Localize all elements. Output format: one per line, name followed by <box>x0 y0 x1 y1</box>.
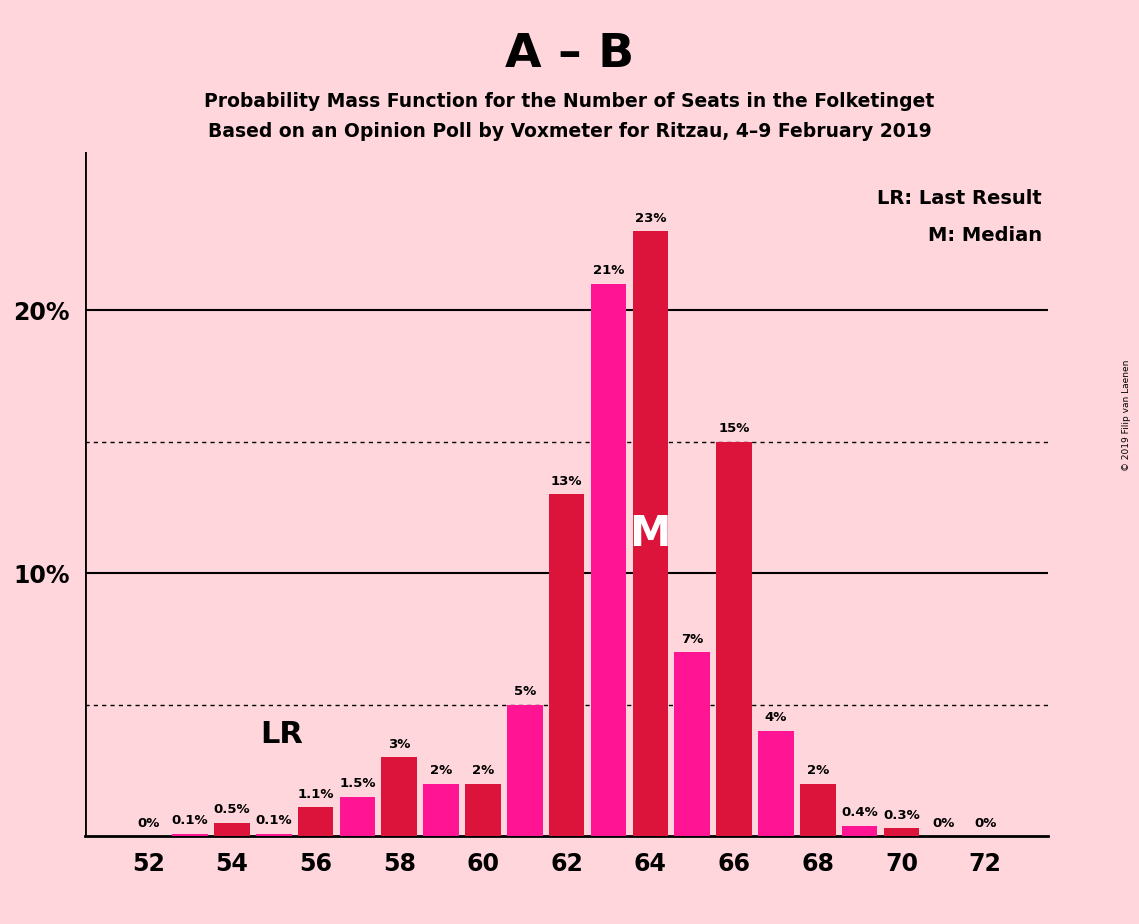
Bar <box>800 784 836 836</box>
Text: 2%: 2% <box>472 764 494 777</box>
Text: 0.1%: 0.1% <box>255 814 292 827</box>
Text: 0.5%: 0.5% <box>214 804 251 817</box>
Text: 0%: 0% <box>137 817 159 830</box>
Text: 7%: 7% <box>681 633 703 646</box>
Bar <box>884 828 919 836</box>
Text: LR: Last Result: LR: Last Result <box>877 189 1042 209</box>
Bar <box>214 823 249 836</box>
Text: 21%: 21% <box>592 264 624 277</box>
Text: 0.1%: 0.1% <box>172 814 208 827</box>
Text: Probability Mass Function for the Number of Seats in the Folketinget: Probability Mass Function for the Number… <box>204 92 935 112</box>
Text: 0%: 0% <box>974 817 997 830</box>
Text: 3%: 3% <box>388 737 410 750</box>
Text: Based on an Opinion Poll by Voxmeter for Ritzau, 4–9 February 2019: Based on an Opinion Poll by Voxmeter for… <box>207 122 932 141</box>
Text: 1.5%: 1.5% <box>339 777 376 790</box>
Text: © 2019 Filip van Laenen: © 2019 Filip van Laenen <box>1122 360 1131 471</box>
Text: 2%: 2% <box>806 764 829 777</box>
Bar <box>716 442 752 836</box>
Bar <box>507 705 542 836</box>
Text: M: Median: M: Median <box>928 226 1042 246</box>
Bar <box>256 833 292 836</box>
Text: 0.4%: 0.4% <box>842 806 878 820</box>
Text: 15%: 15% <box>719 422 749 435</box>
Text: 13%: 13% <box>551 475 582 488</box>
Bar <box>172 833 207 836</box>
Bar <box>465 784 501 836</box>
Bar <box>549 494 584 836</box>
Bar <box>424 784 459 836</box>
Bar <box>842 826 877 836</box>
Text: 23%: 23% <box>634 212 666 225</box>
Bar <box>632 231 669 836</box>
Text: 5%: 5% <box>514 686 536 699</box>
Bar <box>297 808 334 836</box>
Text: 4%: 4% <box>764 711 787 724</box>
Text: LR: LR <box>261 721 303 749</box>
Bar <box>382 758 417 836</box>
Text: 2%: 2% <box>431 764 452 777</box>
Bar <box>591 284 626 836</box>
Bar <box>339 796 375 836</box>
Text: M: M <box>630 513 671 554</box>
Text: 0%: 0% <box>932 817 954 830</box>
Text: 0.3%: 0.3% <box>883 808 920 821</box>
Text: A – B: A – B <box>505 32 634 78</box>
Text: 1.1%: 1.1% <box>297 788 334 801</box>
Bar <box>674 652 710 836</box>
Bar <box>759 731 794 836</box>
